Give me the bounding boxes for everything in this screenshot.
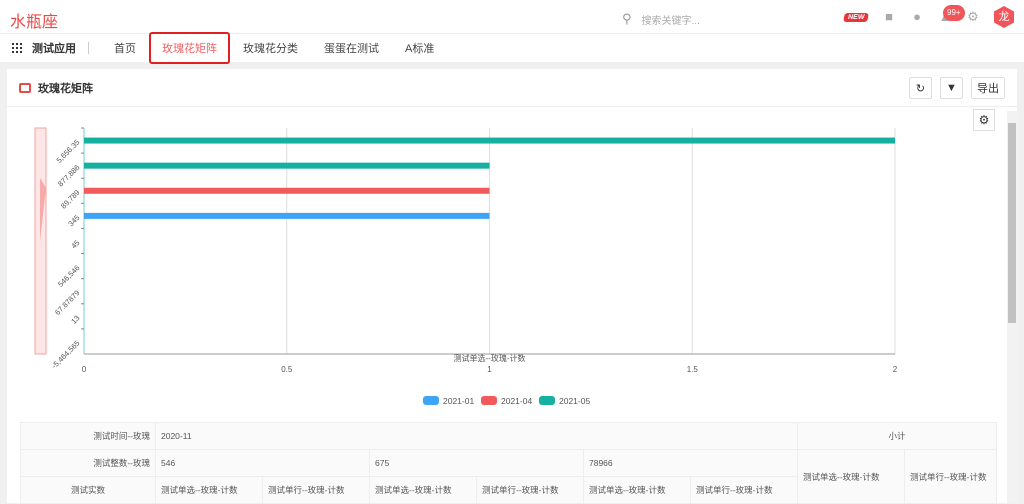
row-header: 测试整数--玫瑰 bbox=[20, 449, 156, 477]
report-panel: 玫瑰花矩阵 ↻ ▼ 导出 ⚙ 0 0.5 1 1.5 2 5,656.35 877,886 8… bbox=[7, 69, 1017, 504]
y-tick-label: 13 bbox=[69, 314, 81, 326]
gear-icon: ⚙ bbox=[978, 113, 990, 127]
zoom-slider-shape bbox=[40, 177, 46, 241]
x-tick-label: 0 bbox=[82, 365, 87, 374]
legend-label[interactable]: 2021-01 bbox=[443, 396, 474, 406]
search-input[interactable]: 搜索关键字... bbox=[641, 15, 700, 27]
book-icon[interactable]: ■ bbox=[885, 9, 893, 24]
report-icon bbox=[19, 82, 31, 93]
zoom-slider bbox=[34, 127, 47, 355]
y-tick-label: -5,464,565 bbox=[50, 339, 82, 371]
nav-bar: 测试应用 首页 玫瑰花矩阵 玫瑰花分类 蛋蛋在测试 A标准 bbox=[0, 32, 1024, 64]
tab-egg-test[interactable]: 蛋蛋在测试 bbox=[324, 43, 379, 55]
subtotal-header: 小计 bbox=[797, 422, 997, 450]
y-tick-label: 45 bbox=[69, 238, 81, 250]
legend-label[interactable]: 2021-04 bbox=[501, 396, 532, 406]
filter-button[interactable]: ▼ bbox=[940, 77, 963, 99]
chart-settings-button[interactable]: ⚙ bbox=[973, 109, 995, 131]
scrollbar[interactable] bbox=[1007, 111, 1017, 503]
bar bbox=[84, 137, 895, 144]
panel-title: 玫瑰花矩阵 bbox=[38, 82, 93, 95]
message-icon[interactable]: ● bbox=[913, 9, 921, 24]
x-tick-label: 0.5 bbox=[281, 365, 293, 374]
app-logo: 水瓶座 bbox=[10, 14, 59, 31]
pivot-table: 测试时间--玫瑰 2020-11 小计 测试整数--玫瑰 546 675 789… bbox=[20, 422, 997, 504]
refresh-button[interactable]: ↻ bbox=[909, 77, 932, 99]
legend-swatch[interactable] bbox=[481, 396, 497, 405]
col-header: 测试单选--玫瑰-计数 bbox=[155, 476, 263, 504]
legend-label[interactable]: 2021-05 bbox=[559, 396, 590, 406]
y-tick-label: 67.87879 bbox=[53, 288, 81, 316]
y-tick-label: 877,886 bbox=[56, 163, 82, 189]
y-tick-label: 5,656.35 bbox=[55, 138, 82, 165]
col-header: 测试单行--玫瑰-计数 bbox=[690, 476, 798, 504]
legend-swatch[interactable] bbox=[423, 396, 439, 405]
cell: 2020-11 bbox=[155, 422, 798, 450]
gear-icon[interactable]: ⚙ bbox=[967, 9, 979, 24]
avatar[interactable]: 龙 bbox=[994, 6, 1014, 28]
row-header: 测试时间--玫瑰 bbox=[20, 422, 156, 450]
col-header: 测试单选--玫瑰-计数 bbox=[369, 476, 477, 504]
bar bbox=[84, 162, 490, 169]
tab-a-standard[interactable]: A标准 bbox=[405, 43, 435, 55]
bar bbox=[84, 212, 490, 219]
col-header: 测试单选--玫瑰-计数 bbox=[583, 476, 691, 504]
x-tick-label: 2 bbox=[893, 365, 898, 374]
col-header: 测试单选--玫瑰-计数 bbox=[797, 449, 905, 504]
y-tick-label: 546,546 bbox=[56, 263, 82, 289]
tab-rose-matrix[interactable]: 玫瑰花矩阵 bbox=[149, 32, 230, 64]
y-tick-label: 345 bbox=[66, 213, 81, 228]
divider bbox=[88, 42, 89, 54]
cell: 675 bbox=[369, 449, 584, 477]
export-button[interactable]: 导出 bbox=[971, 77, 1005, 99]
tab-rose-category[interactable]: 玫瑰花分类 bbox=[243, 43, 298, 55]
notification-count: 99+ bbox=[943, 5, 965, 21]
cell: 78966 bbox=[583, 449, 798, 477]
x-tick-label: 1 bbox=[487, 365, 492, 374]
bell-icon[interactable]: ▲99+ bbox=[938, 5, 965, 24]
bar bbox=[84, 187, 490, 194]
col-header: 测试单行--玫瑰-计数 bbox=[904, 449, 997, 504]
search-box[interactable]: ⚲ 搜索关键字... bbox=[622, 11, 700, 27]
search-icon: ⚲ bbox=[622, 11, 632, 26]
top-bar: 水瓶座 ⚲ 搜索关键字... NEW ■ ● ▲99+ ⚙ 龙 bbox=[0, 0, 1024, 34]
row-header: 测试实数 bbox=[20, 476, 156, 504]
apps-grid-icon[interactable] bbox=[12, 43, 22, 53]
new-badge[interactable]: NEW bbox=[842, 12, 869, 22]
x-tick-label: 1.5 bbox=[687, 365, 699, 374]
tab-home[interactable]: 首页 bbox=[114, 43, 136, 55]
y-tick-label: 89,789 bbox=[59, 188, 82, 211]
x-axis-label: 测试单选--玫瑰-计数 bbox=[454, 353, 526, 363]
legend-swatch[interactable] bbox=[539, 396, 555, 405]
cell: 546 bbox=[155, 449, 370, 477]
app-name: 测试应用 bbox=[32, 43, 76, 55]
col-header: 测试单行--玫瑰-计数 bbox=[476, 476, 584, 504]
col-header: 测试单行--玫瑰-计数 bbox=[262, 476, 370, 504]
